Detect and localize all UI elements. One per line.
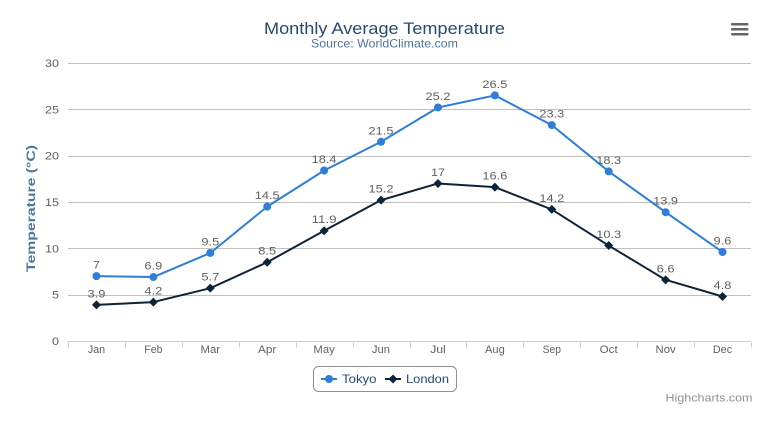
svg-text:Aug: Aug [485,344,505,356]
svg-text:Temperature (°C): Temperature (°C) [24,145,38,272]
svg-text:6.6: 6.6 [657,263,675,275]
svg-text:13.9: 13.9 [653,196,678,208]
svg-text:10.3: 10.3 [596,229,621,241]
svg-text:Jan: Jan [88,344,105,356]
svg-text:Nov: Nov [656,344,677,356]
svg-text:25: 25 [45,104,59,116]
svg-text:Feb: Feb [144,344,162,356]
svg-text:10: 10 [45,243,59,255]
svg-text:4.8: 4.8 [714,280,732,292]
svg-text:8.5: 8.5 [258,246,276,258]
svg-text:Sep: Sep [543,344,561,356]
svg-text:Dec: Dec [713,344,733,356]
svg-text:20: 20 [45,151,59,163]
svg-text:Tokyo: Tokyo [342,372,377,386]
svg-text:21.5: 21.5 [369,125,394,137]
svg-text:17: 17 [431,167,445,179]
svg-text:30: 30 [45,58,59,70]
svg-text:4.2: 4.2 [144,286,162,298]
svg-text:May: May [313,344,335,356]
svg-text:18.3: 18.3 [596,155,621,167]
svg-text:3.9: 3.9 [88,288,106,300]
svg-text:23.3: 23.3 [539,109,564,121]
svg-text:18.4: 18.4 [312,154,337,166]
svg-text:25.2: 25.2 [426,91,451,103]
svg-text:14.5: 14.5 [255,190,280,202]
svg-text:6.9: 6.9 [144,261,162,273]
svg-text:9.6: 9.6 [714,236,732,248]
svg-text:Apr: Apr [258,344,277,356]
svg-text:Monthly Average Temperature: Monthly Average Temperature [264,20,505,38]
svg-text:Jul: Jul [430,344,445,356]
svg-text:Source: WorldClimate.com: Source: WorldClimate.com [311,37,458,51]
svg-text:Jun: Jun [372,344,390,356]
svg-text:15: 15 [45,197,59,209]
svg-text:5.7: 5.7 [201,272,219,284]
svg-text:15.2: 15.2 [369,184,394,196]
svg-text:9.5: 9.5 [201,237,219,249]
svg-text:7: 7 [93,260,100,272]
svg-text:14.2: 14.2 [539,193,564,205]
svg-text:11.9: 11.9 [312,214,337,226]
svg-text:5: 5 [52,290,59,302]
svg-text:Highcharts.com: Highcharts.com [666,393,753,405]
svg-text:16.6: 16.6 [482,171,507,183]
svg-text:Mar: Mar [201,344,221,356]
svg-text:26.5: 26.5 [482,79,507,91]
svg-text:Oct: Oct [600,344,618,356]
svg-text:0: 0 [52,336,59,348]
svg-text:London: London [406,372,449,386]
